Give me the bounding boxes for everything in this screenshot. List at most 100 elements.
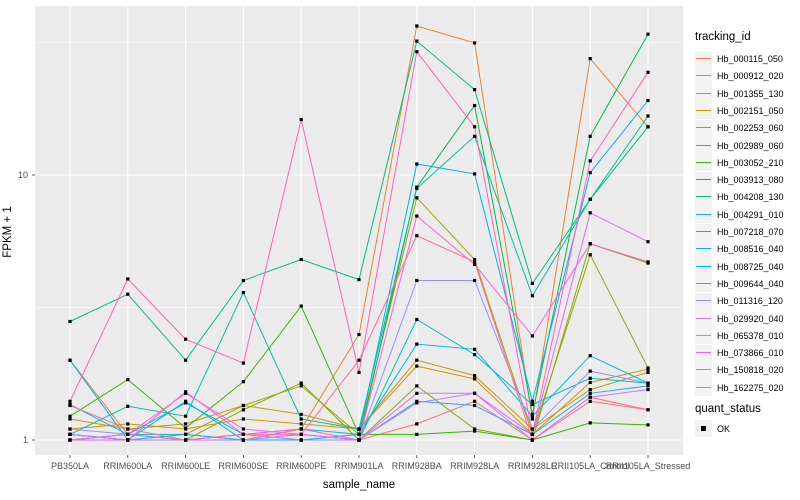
- data-point-marker: [473, 403, 477, 408]
- data-point-marker: [530, 438, 534, 442]
- line-swatch-icon: [696, 265, 711, 267]
- data-point-marker: [588, 242, 592, 246]
- data-point-marker: [241, 403, 245, 408]
- data-point-marker: [241, 427, 245, 431]
- data-point-marker: [415, 214, 419, 218]
- data-point-marker: [588, 134, 592, 138]
- data-point-marker: [530, 399, 534, 403]
- data-point-marker: [588, 376, 592, 380]
- data-point-marker: [473, 429, 477, 433]
- legend-entry-label: Hb_065378_010: [717, 330, 784, 341]
- data-point-marker: [415, 401, 419, 405]
- data-point-marker: [473, 125, 477, 129]
- data-point-marker: [357, 438, 361, 442]
- data-point-marker: [473, 88, 477, 92]
- data-point-marker: [473, 347, 477, 351]
- data-point-marker: [126, 422, 130, 426]
- data-point-marker: [473, 260, 477, 264]
- data-point-marker: [588, 211, 592, 215]
- data-point-marker: [646, 366, 650, 370]
- data-point-marker: [588, 395, 592, 399]
- data-point-marker: [473, 257, 477, 262]
- line-swatch-icon: [696, 248, 711, 250]
- legend-key-box: [695, 420, 712, 437]
- legend-entry: Hb_008516_040: [695, 240, 784, 258]
- legend-entry: Hb_029920_040: [695, 310, 784, 327]
- data-point-marker: [299, 117, 303, 122]
- data-point-marker: [588, 57, 592, 61]
- x-tick-label: RRIM901LA: [334, 461, 384, 471]
- legend-key-box: [695, 50, 712, 68]
- legend-entry: Hb_000912_020: [695, 67, 784, 85]
- data-point-marker: [68, 358, 72, 362]
- x-tick-label: RRIM600PE: [276, 461, 327, 471]
- x-axis-title: sample_name: [322, 479, 396, 491]
- data-point-marker: [646, 260, 650, 264]
- data-point-marker: [473, 374, 477, 378]
- legend-entry-quant-ok: OK: [695, 420, 730, 437]
- data-point-marker: [299, 438, 303, 442]
- x-tick-label: PB350LA: [50, 461, 90, 471]
- legend-key-box: [695, 275, 712, 293]
- line-swatch-icon: [696, 369, 711, 371]
- data-point-marker: [415, 162, 419, 166]
- data-point-marker: [530, 417, 534, 421]
- data-point-marker: [126, 432, 130, 436]
- legend-entry-label: Hb_003052_210: [717, 157, 784, 168]
- legend-entry: Hb_003052_210: [695, 154, 784, 172]
- legend-key-box: [695, 171, 712, 189]
- data-point-marker: [184, 426, 188, 430]
- data-point-marker: [530, 427, 534, 431]
- line-swatch-icon: [696, 386, 711, 388]
- legend-entry-label: Hb_000115_050: [717, 54, 783, 64]
- data-point-marker: [357, 427, 361, 431]
- legend-entry-label: Hb_029920_040: [717, 313, 784, 324]
- data-point-marker: [473, 172, 477, 176]
- legend-key-box: [695, 258, 712, 276]
- legend-key-box: [695, 327, 712, 345]
- line-swatch-icon: [696, 282, 711, 284]
- line-swatch-icon: [696, 231, 711, 233]
- line-swatch-icon: [696, 317, 711, 319]
- data-point-marker: [415, 432, 419, 436]
- data-point-marker: [415, 39, 419, 43]
- data-point-marker: [415, 50, 419, 54]
- legend-entry: Hb_162275_020: [695, 379, 784, 397]
- data-point-marker: [415, 234, 419, 238]
- legend-key-box: [695, 310, 712, 327]
- data-point-marker: [299, 412, 303, 416]
- legend-key-box: [695, 240, 712, 258]
- legend-entry-label: OK: [717, 423, 731, 434]
- data-point-marker: [473, 262, 477, 266]
- data-point-marker: [68, 319, 72, 324]
- line-swatch-icon: [696, 92, 711, 94]
- legend-entry-label: Hb_002989_060: [717, 140, 784, 151]
- data-point-marker: [126, 404, 130, 408]
- data-point-marker: [68, 432, 72, 436]
- data-point-marker: [415, 358, 419, 362]
- line-swatch-icon: [696, 179, 711, 181]
- data-point-marker: [357, 358, 361, 362]
- legend-key-box: [695, 292, 712, 310]
- legend-entry: Hb_002989_060: [695, 137, 784, 154]
- data-point-marker: [184, 399, 188, 403]
- line-swatch-icon: [696, 58, 711, 60]
- data-point-marker: [299, 432, 303, 436]
- data-point-marker: [646, 70, 650, 74]
- data-point-marker: [588, 171, 592, 175]
- legend-entry: Hb_150818_020: [695, 361, 784, 379]
- data-point-marker: [68, 427, 72, 431]
- line-swatch-icon: [696, 213, 711, 215]
- line-swatch-icon: [696, 144, 711, 146]
- legend-entry: Hb_065378_010: [695, 327, 784, 345]
- legend-entry: Hb_002151_050: [695, 102, 784, 120]
- data-point-marker: [357, 278, 361, 282]
- legend-entry-label: Hb_162275_020: [717, 382, 784, 393]
- data-point-marker: [473, 399, 477, 403]
- data-point-marker: [299, 427, 303, 431]
- data-point-marker: [68, 417, 72, 421]
- data-point-marker: [126, 427, 130, 431]
- data-point-marker: [184, 337, 188, 341]
- data-point-marker: [299, 417, 303, 421]
- data-point-marker: [530, 432, 534, 436]
